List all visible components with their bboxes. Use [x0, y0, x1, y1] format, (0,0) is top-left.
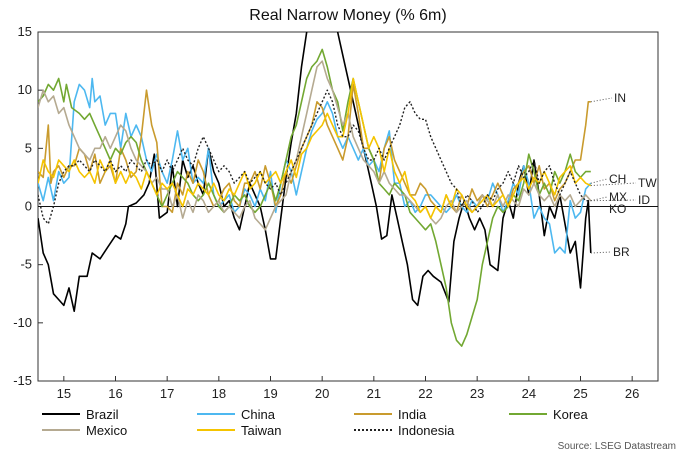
legend: Brazil China India Korea Mexico Taiwan Indones…	[42, 407, 588, 438]
x-tick-label: 17	[160, 386, 174, 401]
series-line-brazil	[38, 32, 592, 312]
end-label-leader	[590, 97, 613, 103]
legend-label-korea: Korea	[553, 407, 588, 422]
source-note: Source: LSEG Datastream	[558, 441, 676, 452]
y-tick-label: 0	[25, 199, 32, 214]
legend-label-taiwan: Taiwan	[241, 423, 281, 438]
x-tick-label: 26	[625, 386, 639, 401]
end-label-leader	[590, 178, 608, 184]
end-labels: BR CH IN MX TW ID KO	[590, 91, 657, 259]
y-tick-label: -10	[13, 315, 32, 330]
end-label-ko: KO	[609, 202, 626, 216]
end-label-in: IN	[614, 91, 626, 105]
y-tick-label: 15	[18, 24, 32, 39]
end-label-leader	[590, 251, 612, 254]
series-line-indonesia	[38, 89, 591, 225]
series-line-india	[38, 83, 591, 214]
x-tick-label: 16	[108, 386, 122, 401]
end-label-ch: CH	[609, 172, 626, 186]
x-tick-label: 20	[315, 386, 329, 401]
x-tick-label: 15	[57, 386, 71, 401]
x-tick-label: 22	[418, 386, 432, 401]
legend-label-china: China	[241, 407, 276, 422]
series-line-korea	[38, 48, 591, 347]
x-axis: 15 16 17 18 19 20 21 22 23 24 25 26	[57, 376, 639, 401]
y-tick-label: 10	[18, 82, 32, 97]
legend-label-mexico: Mexico	[86, 423, 127, 438]
end-label-id: ID	[638, 193, 650, 207]
legend-label-indonesia: Indonesia	[398, 423, 455, 438]
x-tick-label: 18	[212, 386, 226, 401]
x-tick-label: 23	[470, 386, 484, 401]
x-tick-label: 24	[522, 386, 536, 401]
y-axis: -15 -10 -5 0 5 10 15	[13, 24, 43, 388]
x-tick-label: 19	[263, 386, 277, 401]
series-line-mexico	[38, 60, 592, 231]
end-label-tw: TW	[638, 176, 657, 190]
series-line-taiwan	[38, 77, 592, 219]
legend-label-brazil: Brazil	[86, 407, 119, 422]
y-tick-label: -5	[20, 257, 32, 272]
y-tick-label: 5	[25, 140, 32, 155]
end-label-br: BR	[613, 245, 630, 259]
end-label-mx: MX	[609, 190, 627, 204]
end-label-leader	[590, 196, 608, 202]
chart-title: Real Narrow Money (% 6m)	[249, 7, 446, 24]
x-tick-label: 21	[367, 386, 381, 401]
x-tick-label: 25	[573, 386, 587, 401]
series-layer	[38, 32, 592, 347]
legend-label-india: India	[398, 407, 427, 422]
y-tick-label: -15	[13, 373, 32, 388]
